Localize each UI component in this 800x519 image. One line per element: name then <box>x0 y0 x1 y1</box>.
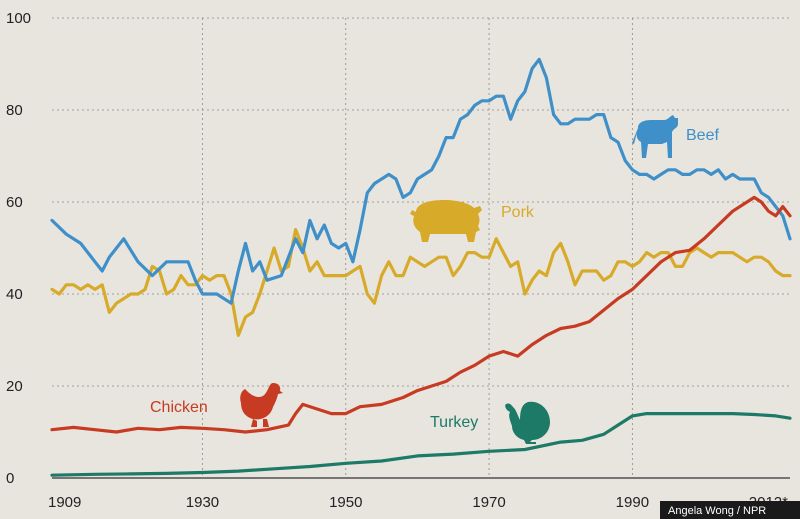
turkey-icon <box>505 401 550 444</box>
y-axis-ticks: 0 20 40 60 80 100 <box>6 10 31 487</box>
pig-icon <box>410 200 482 242</box>
y-tick-label: 80 <box>6 102 23 119</box>
beef-label: Beef <box>686 127 719 144</box>
x-tick-label: 1950 <box>329 494 362 511</box>
series-layer <box>50 57 792 477</box>
y-tick-label: 40 <box>6 286 23 303</box>
x-tick-label: 1970 <box>472 494 505 511</box>
y-tick-label: 20 <box>6 378 23 395</box>
pork-label: Pork <box>501 204 535 221</box>
y-tick-label: 60 <box>6 194 23 211</box>
x-tick-label: 1909 <box>48 494 81 511</box>
gridlines <box>52 17 790 479</box>
chicken-series-line <box>50 195 792 434</box>
beef-series-line <box>50 57 792 305</box>
turkey-series-line <box>50 412 792 477</box>
pork-series-line <box>50 228 792 337</box>
credit-background <box>660 501 800 519</box>
chicken-icon <box>240 383 283 427</box>
x-tick-label: 1990 <box>616 494 649 511</box>
credit-text: Angela Wong / NPR <box>668 505 766 517</box>
turkey-label: Turkey <box>430 414 478 431</box>
cow-icon <box>632 115 678 158</box>
chicken-label: Chicken <box>150 399 208 416</box>
x-tick-label: 1930 <box>186 494 219 511</box>
y-tick-label: 0 <box>6 470 14 487</box>
y-tick-label: 100 <box>6 10 31 27</box>
